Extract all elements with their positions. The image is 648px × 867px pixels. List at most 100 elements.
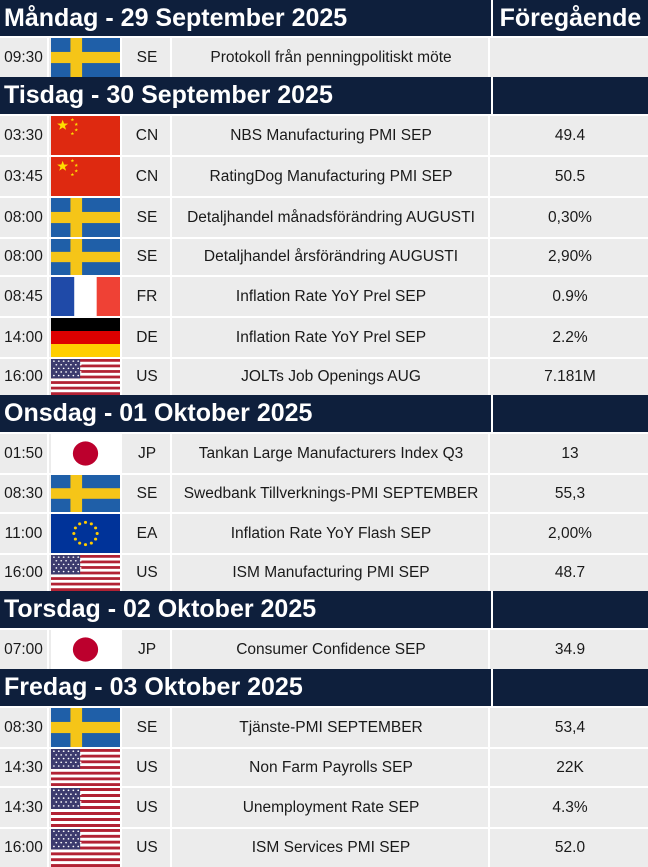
germany-flag-icon bbox=[51, 318, 120, 357]
event-time: 14:30 bbox=[0, 788, 49, 827]
country-code: JP bbox=[124, 434, 172, 473]
event-row: 08:30 SE Tjänste-PMI SEPTEMBER 53,4 bbox=[0, 706, 648, 747]
country-code: DE bbox=[124, 318, 172, 357]
event-row: 08:00 SE Detaljhandel månadsförändring AU… bbox=[0, 196, 648, 237]
event-time: 03:30 bbox=[0, 116, 49, 155]
flag-cell bbox=[51, 38, 122, 77]
event-row: 16:00 US ISM Services PMI SEP 52.0 bbox=[0, 827, 648, 867]
previous-value: 7.181M bbox=[544, 368, 596, 385]
previous-value: 53,4 bbox=[554, 718, 586, 736]
previous-column-header bbox=[491, 395, 648, 432]
event-time: 14:00 bbox=[0, 318, 49, 357]
previous-value: 0,30% bbox=[548, 208, 592, 226]
day-header: Torsdag - 02 Oktober 2025 bbox=[0, 591, 648, 628]
country-code: SE bbox=[124, 475, 172, 512]
day-label: Torsdag - 02 Oktober 2025 bbox=[4, 595, 317, 623]
event-time: 16:00 bbox=[0, 829, 49, 867]
country-code: JP bbox=[124, 630, 172, 669]
flag-cell bbox=[51, 749, 122, 786]
event-time: 03:45 bbox=[0, 157, 49, 196]
sweden-flag-icon bbox=[51, 198, 120, 237]
event-name: Inflation Rate YoY Flash SEP bbox=[174, 514, 490, 553]
flag-cell bbox=[51, 116, 122, 155]
usa-flag-icon bbox=[51, 829, 120, 867]
event-time: 08:30 bbox=[0, 475, 49, 512]
country-code: CN bbox=[124, 157, 172, 196]
previous-value: 52.0 bbox=[554, 839, 586, 856]
country-code: CN bbox=[124, 116, 172, 155]
previous-column-header bbox=[491, 77, 648, 114]
event-time: 08:30 bbox=[0, 708, 49, 747]
event-name: ISM Manufacturing PMI SEP bbox=[174, 555, 490, 591]
flag-cell bbox=[51, 434, 122, 473]
previous-value: 2,00% bbox=[548, 524, 592, 542]
day-header: Onsdag - 01 Oktober 2025 bbox=[0, 395, 648, 432]
country-code: SE bbox=[124, 708, 172, 747]
event-time: 08:45 bbox=[0, 277, 49, 316]
day-header: Fredag - 03 Oktober 2025 bbox=[0, 669, 648, 706]
event-name: Consumer Confidence SEP bbox=[174, 630, 490, 669]
flag-cell bbox=[51, 475, 122, 512]
country-code: US bbox=[124, 829, 172, 867]
flag-cell bbox=[51, 829, 122, 867]
sweden-flag-icon bbox=[51, 38, 120, 77]
flag-cell bbox=[51, 277, 122, 316]
event-name: Detaljhandel årsförändring AUGUSTI bbox=[174, 239, 490, 275]
flag-cell bbox=[51, 708, 122, 747]
event-name: NBS Manufacturing PMI SEP bbox=[174, 116, 490, 155]
event-name: ISM Services PMI SEP bbox=[174, 829, 490, 867]
event-row: 08:30 SE Swedbank Tillverknings-PMI SEPTE… bbox=[0, 473, 648, 512]
day-label: Onsdag - 01 Oktober 2025 bbox=[4, 399, 313, 427]
event-row: 08:45 FR Inflation Rate YoY Prel SEP 0.9% bbox=[0, 275, 648, 316]
country-code: SE bbox=[124, 198, 172, 237]
event-name: Unemployment Rate SEP bbox=[174, 788, 490, 827]
previous-value bbox=[492, 38, 648, 77]
event-time: 07:00 bbox=[0, 630, 49, 669]
event-name: Non Farm Payrolls SEP bbox=[174, 749, 490, 786]
previous-value: 49.4 bbox=[554, 126, 586, 144]
country-code: US bbox=[124, 788, 172, 827]
eu-flag-icon bbox=[51, 514, 120, 553]
previous-value: 34.9 bbox=[554, 640, 586, 658]
usa-flag-icon bbox=[51, 749, 120, 786]
country-code: SE bbox=[124, 239, 172, 275]
event-time: 16:00 bbox=[0, 555, 49, 591]
previous-value: 13 bbox=[561, 444, 579, 462]
previous-value: 2.2% bbox=[552, 328, 588, 346]
event-time: 08:00 bbox=[0, 239, 49, 275]
previous-value: 0.9% bbox=[552, 287, 588, 305]
flag-cell bbox=[51, 555, 122, 591]
flag-cell bbox=[51, 359, 122, 395]
previous-column-header: Föregående bbox=[491, 0, 648, 36]
day-header: Tisdag - 30 September 2025 bbox=[0, 77, 648, 114]
day-label: Tisdag - 30 September 2025 bbox=[4, 81, 333, 109]
country-code: SE bbox=[124, 38, 172, 77]
china-flag-icon bbox=[51, 116, 120, 155]
previous-value: 55,3 bbox=[554, 484, 586, 502]
previous-value: 48.7 bbox=[554, 564, 586, 581]
event-name: Tjänste-PMI SEPTEMBER bbox=[174, 708, 490, 747]
flag-cell bbox=[51, 630, 122, 669]
france-flag-icon bbox=[51, 277, 120, 316]
sweden-flag-icon bbox=[51, 708, 120, 747]
event-name: Tankan Large Manufacturers Index Q3 bbox=[174, 434, 490, 473]
event-time: 01:50 bbox=[0, 434, 49, 473]
event-row: 08:00 SE Detaljhandel årsförändring AUGUS… bbox=[0, 237, 648, 275]
event-name: Swedbank Tillverknings-PMI SEPTEMBER bbox=[174, 475, 490, 512]
sweden-flag-icon bbox=[51, 475, 120, 512]
usa-flag-icon bbox=[51, 359, 120, 395]
flag-cell bbox=[51, 318, 122, 357]
japan-flag-icon bbox=[51, 434, 120, 473]
previous-column-header bbox=[491, 591, 648, 628]
flag-cell bbox=[51, 157, 122, 196]
previous-value: 22K bbox=[556, 758, 584, 776]
country-code: US bbox=[124, 749, 172, 786]
event-time: 11:00 bbox=[0, 514, 49, 553]
event-row: 03:45 CN RatingDog Manufacturing PMI SEP 50… bbox=[0, 155, 648, 196]
day-label: Fredag - 03 Oktober 2025 bbox=[4, 673, 303, 701]
day-label: Måndag - 29 September 2025 bbox=[4, 3, 348, 32]
day-header: Måndag - 29 September 2025 Föregående bbox=[0, 0, 648, 36]
event-row: 07:00 JP Consumer Confidence SEP 34.9 bbox=[0, 628, 648, 669]
country-code: US bbox=[124, 555, 172, 591]
event-name: Inflation Rate YoY Prel SEP bbox=[174, 318, 490, 357]
